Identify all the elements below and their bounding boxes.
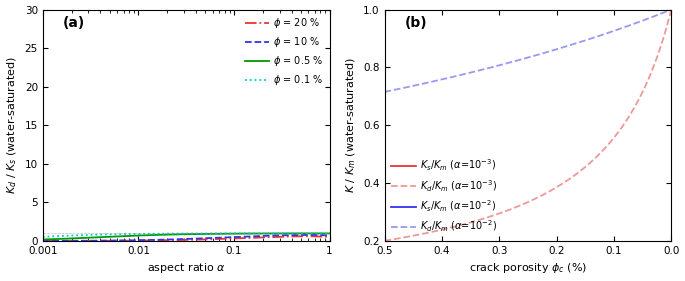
$K_s/K_m$ ($\alpha$=10$^{-3}$) [609,8,617,11]
$K_d/K_m$ ($\alpha$=10$^{-3}$) [507,208,515,211]
$K_d/K_m$ ($\alpha$=10$^{-2}$) [380,90,388,94]
$K_s/K_m$ ($\alpha$=10$^{-2}$) [507,7,515,11]
$\phi$ = 0.5 % [165,233,173,236]
$K_s/K_m$ ($\alpha$=10$^{-3}$) [507,7,515,11]
$\phi$ = 20 % [236,237,244,240]
Y-axis label: $K_d$ / $K_s$ (water-saturated): $K_d$ / $K_s$ (water-saturated) [5,56,19,194]
$K_s/K_m$ ($\alpha$=10$^{-2}$) [410,7,418,10]
$\phi$ = 0.1 % [155,232,163,235]
$\phi$ = 20 % [262,235,271,239]
$\phi$ = 0.1 % [165,232,173,235]
$K_d/K_m$ ($\alpha$=10$^{-2}$) [410,84,418,87]
$\phi$ = 10 % [165,238,173,241]
Text: (b): (b) [405,17,427,31]
$\phi$ = 0.5 % [325,232,334,235]
$\phi$ = 0.1 % [262,232,271,235]
Line: $K_d/K_m$ ($\alpha$=10$^{-2}$): $K_d/K_m$ ($\alpha$=10$^{-2}$) [384,10,671,92]
$K_s/K_m$ ($\alpha$=10$^{-3}$) [604,8,612,11]
$K_d/K_m$ ($\alpha$=10$^{-3}$) [410,234,418,237]
$K_s/K_m$ ($\alpha$=10$^{-2}$) [577,8,586,11]
Line: $K_s/K_m$ ($\alpha$=10$^{-3}$): $K_s/K_m$ ($\alpha$=10$^{-3}$) [384,9,671,10]
$\phi$ = 0.5 % [236,232,244,235]
$\phi$ = 10 % [306,233,314,237]
$K_d/K_m$ ($\alpha$=10$^{-2}$) [577,40,586,43]
$\phi$ = 0.1 % [39,235,47,238]
$K_d/K_m$ ($\alpha$=10$^{-3}$) [609,137,617,140]
$K_d/K_m$ ($\alpha$=10$^{-3}$) [497,211,505,215]
$K_s/K_m$ ($\alpha$=10$^{-2}$) [609,8,617,11]
$K_s/K_m$ ($\alpha$=10$^{-3}$) [380,7,388,10]
$\phi$ = 20 % [155,239,163,242]
$K_d/K_m$ ($\alpha$=10$^{-2}$) [604,31,612,35]
$\phi$ = 10 % [68,239,76,243]
$K_s/K_m$ ($\alpha$=10$^{-3}$) [577,8,586,11]
$K_d/K_m$ ($\alpha$=10$^{-3}$) [667,8,675,11]
$\phi$ = 0.5 % [68,237,76,240]
$\phi$ = 0.1 % [236,232,244,235]
$K_d/K_m$ ($\alpha$=10$^{-3}$) [380,239,388,243]
$\phi$ = 20 % [39,239,47,243]
$\phi$ = 20 % [303,235,311,238]
$\phi$ = 0.1 % [267,232,275,235]
$\phi$ = 10 % [236,235,244,239]
Line: $\phi$ = 0.1 %: $\phi$ = 0.1 % [43,233,329,237]
$\phi$ = 20 % [325,235,334,238]
$\phi$ = 10 % [39,239,47,243]
Legend: $K_s/K_m$ ($\alpha$=10$^{-3}$), $K_d/K_m$ ($\alpha$=10$^{-3}$), $K_s/K_m$ ($\alp: $K_s/K_m$ ($\alpha$=10$^{-3}$), $K_d/K_m… [388,154,500,238]
$\phi$ = 0.5 % [155,233,163,237]
$\phi$ = 10 % [262,234,271,237]
X-axis label: crack porosity $\phi_c$ (%): crack porosity $\phi_c$ (%) [469,261,587,275]
$K_s/K_m$ ($\alpha$=10$^{-2}$) [380,7,388,10]
Line: $K_d/K_m$ ($\alpha$=10$^{-3}$): $K_d/K_m$ ($\alpha$=10$^{-3}$) [384,10,671,241]
$K_d/K_m$ ($\alpha$=10$^{-3}$) [604,143,612,146]
Line: $\phi$ = 20 %: $\phi$ = 20 % [43,236,329,241]
$\phi$ = 0.1 % [325,232,334,235]
$\phi$ = 20 % [267,235,275,239]
Line: $\phi$ = 10 %: $\phi$ = 10 % [43,235,329,241]
$\phi$ = 10 % [267,234,275,237]
$K_s/K_m$ ($\alpha$=10$^{-2}$) [497,7,505,11]
$K_d/K_m$ ($\alpha$=10$^{-2}$) [609,30,617,33]
$K_d/K_m$ ($\alpha$=10$^{-3}$) [577,168,586,172]
$K_s/K_m$ ($\alpha$=10$^{-3}$) [410,7,418,10]
$\phi$ = 0.1 % [308,232,316,235]
X-axis label: aspect ratio $\alpha$: aspect ratio $\alpha$ [147,261,225,275]
$\phi$ = 20 % [165,239,173,242]
$\phi$ = 0.5 % [308,232,316,235]
$K_d/K_m$ ($\alpha$=10$^{-2}$) [507,61,515,64]
Y-axis label: $K$ / $K_m$ (water-saturated): $K$ / $K_m$ (water-saturated) [344,57,358,193]
$\phi$ = 20 % [68,239,76,243]
$K_d/K_m$ ($\alpha$=10$^{-2}$) [667,8,675,11]
$\phi$ = 0.5 % [39,238,47,241]
$\phi$ = 10 % [325,234,334,237]
Line: $\phi$ = 0.5 %: $\phi$ = 0.5 % [43,234,329,239]
$\phi$ = 0.5 % [267,232,275,235]
$\phi$ = 0.1 % [68,234,76,237]
Legend: $\phi$ = 20 %, $\phi$ = 10 %, $\phi$ = 0.5 %, $\phi$ = 0.1 %: $\phi$ = 20 %, $\phi$ = 10 %, $\phi$ = 0… [240,12,327,91]
Text: (a): (a) [63,17,85,31]
$K_d/K_m$ ($\alpha$=10$^{-2}$) [497,63,505,67]
$\phi$ = 0.5 % [262,232,271,235]
Line: $K_s/K_m$ ($\alpha$=10$^{-2}$): $K_s/K_m$ ($\alpha$=10$^{-2}$) [384,9,671,10]
$\phi$ = 10 % [155,238,163,241]
$K_s/K_m$ ($\alpha$=10$^{-3}$) [497,7,505,11]
$K_s/K_m$ ($\alpha$=10$^{-2}$) [604,8,612,11]
